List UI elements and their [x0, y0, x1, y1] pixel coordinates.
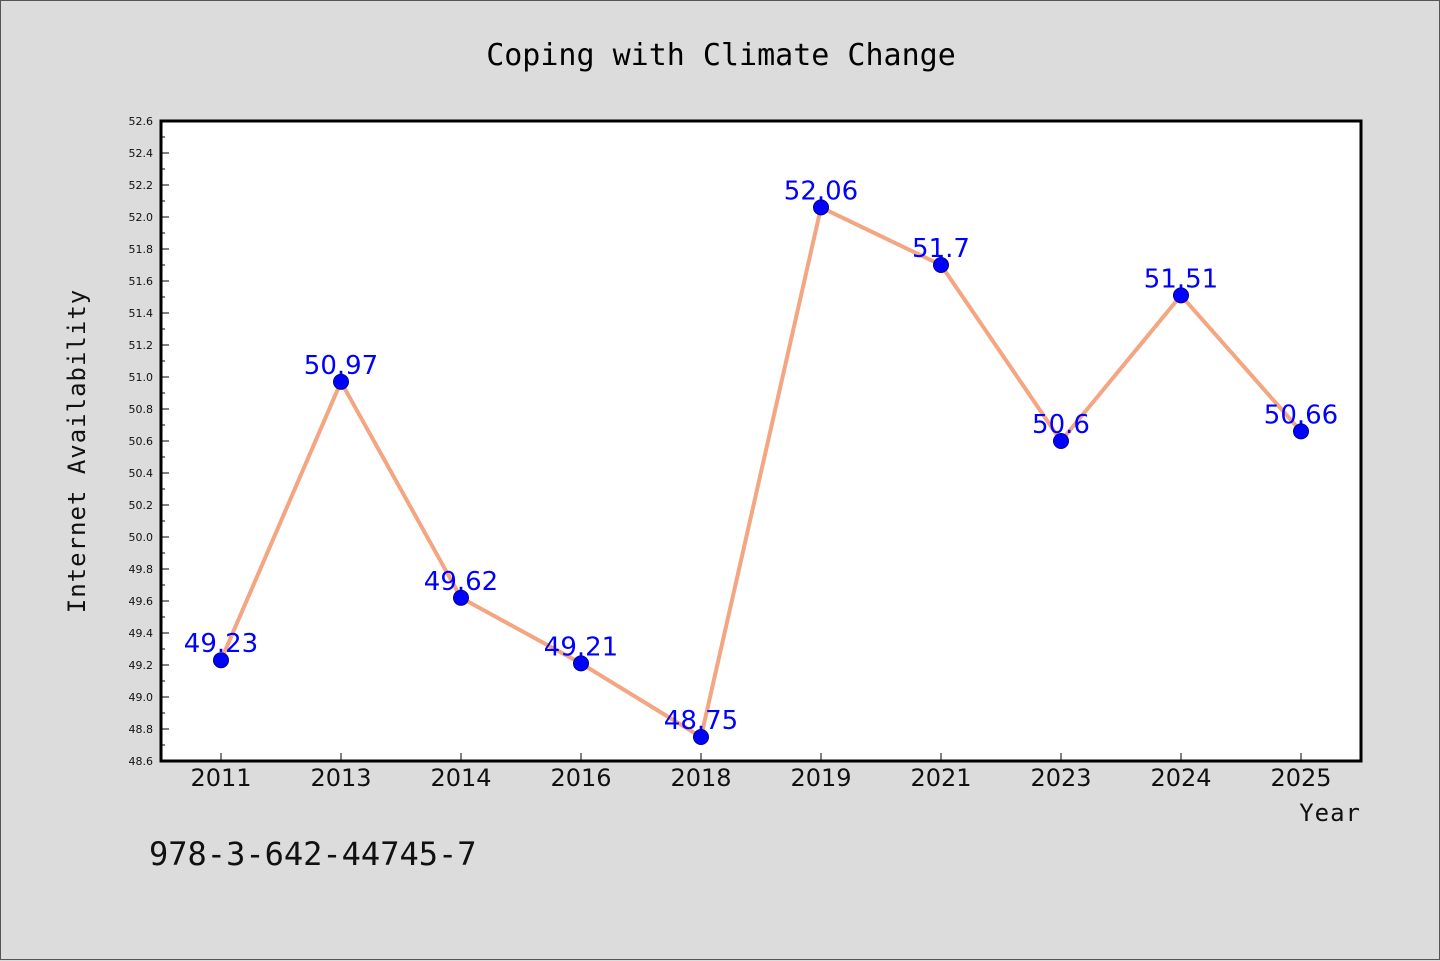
data-point [573, 655, 589, 672]
data-label: 49.23 [184, 629, 258, 659]
x-tick-label: 2024 [1150, 764, 1211, 792]
data-label: 52.06 [784, 176, 858, 206]
data-point [213, 652, 229, 669]
y-tick-label: 49.0 [129, 691, 154, 704]
data-point [813, 199, 829, 216]
data-point [693, 729, 709, 745]
x-tick-label: 2025 [1270, 764, 1331, 792]
y-tick-label: 49.8 [129, 563, 154, 576]
data-label: 48.75 [664, 706, 738, 736]
data-label: 51.51 [1144, 264, 1218, 294]
series-line [219, 205, 1303, 739]
y-tick-label: 48.8 [129, 723, 154, 736]
y-tick-label: 51.6 [129, 275, 154, 288]
y-tick-label: 50.6 [129, 435, 154, 448]
y-axis: 48.6 48.8 49.0 49.2 49.4 49.6 49.8 50.0 50.2 50.4… [129, 115, 169, 768]
y-tick-label: 49.6 [129, 595, 154, 608]
data-point [1053, 433, 1069, 449]
y-tick-label: 50.2 [129, 499, 154, 512]
data-point [1293, 423, 1309, 440]
y-tick-label: 52.6 [129, 115, 154, 128]
data-point [333, 373, 349, 390]
y-tick-label: 50.8 [129, 403, 154, 416]
y-tick-label: 50.0 [129, 531, 154, 544]
isbn-text: 978-3-642-44745-7 [149, 835, 477, 873]
x-tick-label: 2011 [190, 764, 251, 792]
y-tick-label: 49.2 [129, 659, 154, 672]
x-tick-label: 2019 [790, 764, 851, 792]
y-tick-label: 49.4 [129, 627, 154, 640]
x-tick-label: 2014 [430, 764, 491, 792]
y-tick-label: 52.2 [129, 179, 154, 192]
data-label: 49.62 [424, 567, 498, 597]
plot-area [159, 119, 1363, 763]
y-tick-label: 51.2 [129, 339, 154, 352]
y-tick-label: 50.4 [129, 467, 154, 480]
x-tick-label: 2023 [1030, 764, 1091, 792]
y-axis-label: Internet Availability [63, 289, 91, 613]
y-tick-label: 51.0 [129, 371, 154, 384]
data-point [453, 589, 469, 606]
data-label: 50.66 [1264, 400, 1338, 430]
x-tick-label: 2021 [910, 764, 971, 792]
y-tick-label: 51.4 [129, 307, 154, 320]
data-label: 50.97 [304, 351, 378, 381]
y-tick-label: 48.6 [129, 755, 154, 768]
x-tick-label: 2016 [550, 764, 611, 792]
y-tick-label: 51.8 [129, 243, 154, 256]
data-point [933, 257, 949, 273]
data-point [1173, 287, 1189, 304]
data-label: 50.6 [1032, 410, 1090, 440]
y-tick-label: 52.4 [129, 147, 154, 160]
x-tick-label: 2013 [310, 764, 371, 792]
data-label: 51.7 [912, 234, 970, 264]
x-axis: 2011 2013 2014 2016 2018 2019 2021 2023 2024 2025 [190, 753, 1332, 792]
data-label: 49.21 [544, 632, 618, 662]
x-axis-label: Year [1299, 799, 1361, 827]
y-tick-label: 52.0 [129, 211, 154, 224]
series-group: 49.23 50.97 49.62 49.21 48.75 52.06 51.7 50.6 51… [184, 176, 1338, 745]
chart-title: Coping with Climate Change [486, 38, 956, 73]
x-tick-label: 2018 [670, 764, 731, 792]
